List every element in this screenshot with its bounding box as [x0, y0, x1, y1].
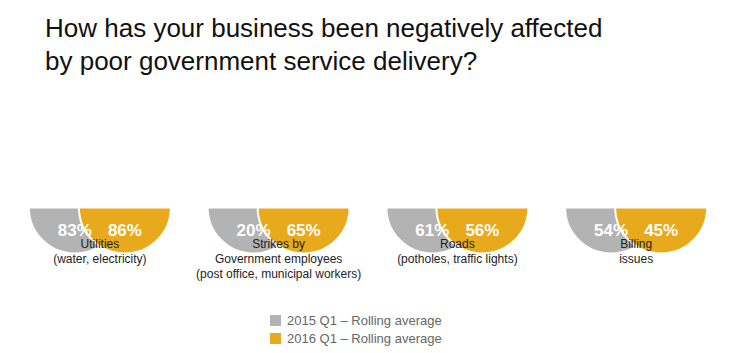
svg-text:20%: 20% [236, 220, 271, 240]
svg-text:61%: 61% [415, 220, 450, 240]
html-text:How has your business been neg: How has your business been negatively af… [45, 13, 603, 76]
svg-text:Strikes byGovernment employees: Strikes byGovernment employees(post offi… [196, 237, 361, 281]
svg-text:Utilities(water, electricity): Utilities(water, electricity) [53, 237, 146, 266]
svg-text:83%: 83% [57, 220, 92, 240]
svg-text:86%: 86% [107, 220, 142, 240]
svg-text:54%: 54% [594, 220, 629, 240]
svg-text:45%: 45% [644, 220, 679, 240]
html-text:2015 Q1 – Rolling average: 2015 Q1 – Rolling average [287, 312, 442, 328]
html-text:2016 Q1 – Rolling average: 2016 Q1 – Rolling average [287, 330, 442, 346]
svg-text:56%: 56% [465, 220, 500, 240]
svg-text:Roads(potholes, traffic lights: Roads(potholes, traffic lights) [397, 237, 518, 266]
svg-text:Billingissues: Billingissues [619, 237, 653, 266]
svg-text:65%: 65% [286, 220, 321, 240]
